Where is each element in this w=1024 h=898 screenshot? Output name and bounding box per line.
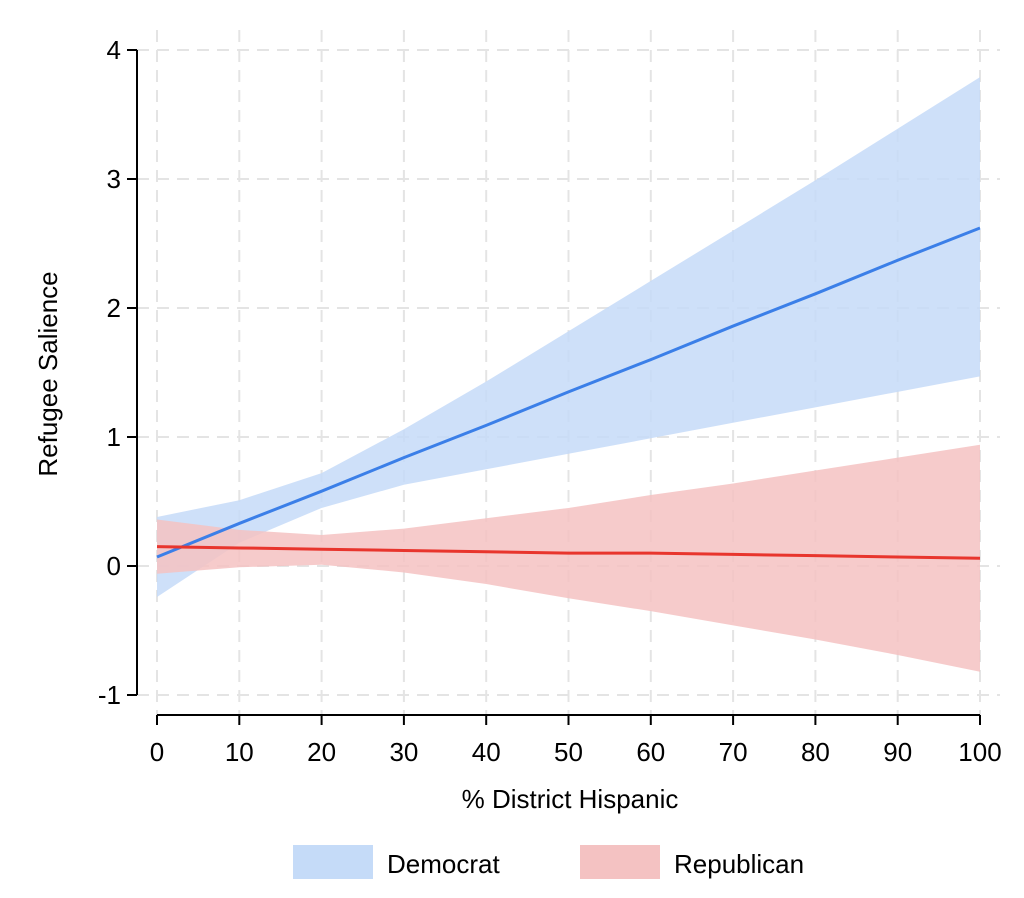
y-tick-label: 3 — [107, 164, 121, 194]
x-tick-label: 60 — [636, 737, 665, 767]
x-tick-label: 90 — [883, 737, 912, 767]
x-tick-label: 20 — [307, 737, 336, 767]
x-tick-label: 10 — [225, 737, 254, 767]
legend-label-democrat: Democrat — [387, 849, 500, 879]
x-tick-label: 0 — [150, 737, 164, 767]
confidence-band-democrat — [157, 77, 980, 597]
series-lines — [156, 226, 981, 560]
x-tick-label: 100 — [958, 737, 1001, 767]
x-tick-label: 50 — [554, 737, 583, 767]
legend-swatch-republican — [580, 845, 660, 879]
legend: Democrat Republican — [293, 845, 804, 879]
y-axis-title: Refugee Salience — [33, 271, 63, 476]
legend-swatch-democrat — [293, 845, 373, 879]
x-axis-title: % District Hispanic — [462, 784, 679, 814]
y-tick-label: 0 — [107, 551, 121, 581]
y-tick-label: 4 — [107, 35, 121, 65]
x-tick-label: 70 — [719, 737, 748, 767]
y-tick-label: 2 — [107, 293, 121, 323]
series-line-democrat — [156, 226, 981, 559]
confidence-bands — [157, 77, 980, 672]
y-tick-label: -1 — [98, 680, 121, 710]
series-line-republican — [156, 545, 981, 560]
x-tick-label: 30 — [389, 737, 418, 767]
x-tick-label: 80 — [801, 737, 830, 767]
legend-label-republican: Republican — [674, 849, 804, 879]
confidence-band-republican — [157, 444, 980, 672]
y-tick-label: 1 — [107, 422, 121, 452]
x-tick-label: 40 — [472, 737, 501, 767]
